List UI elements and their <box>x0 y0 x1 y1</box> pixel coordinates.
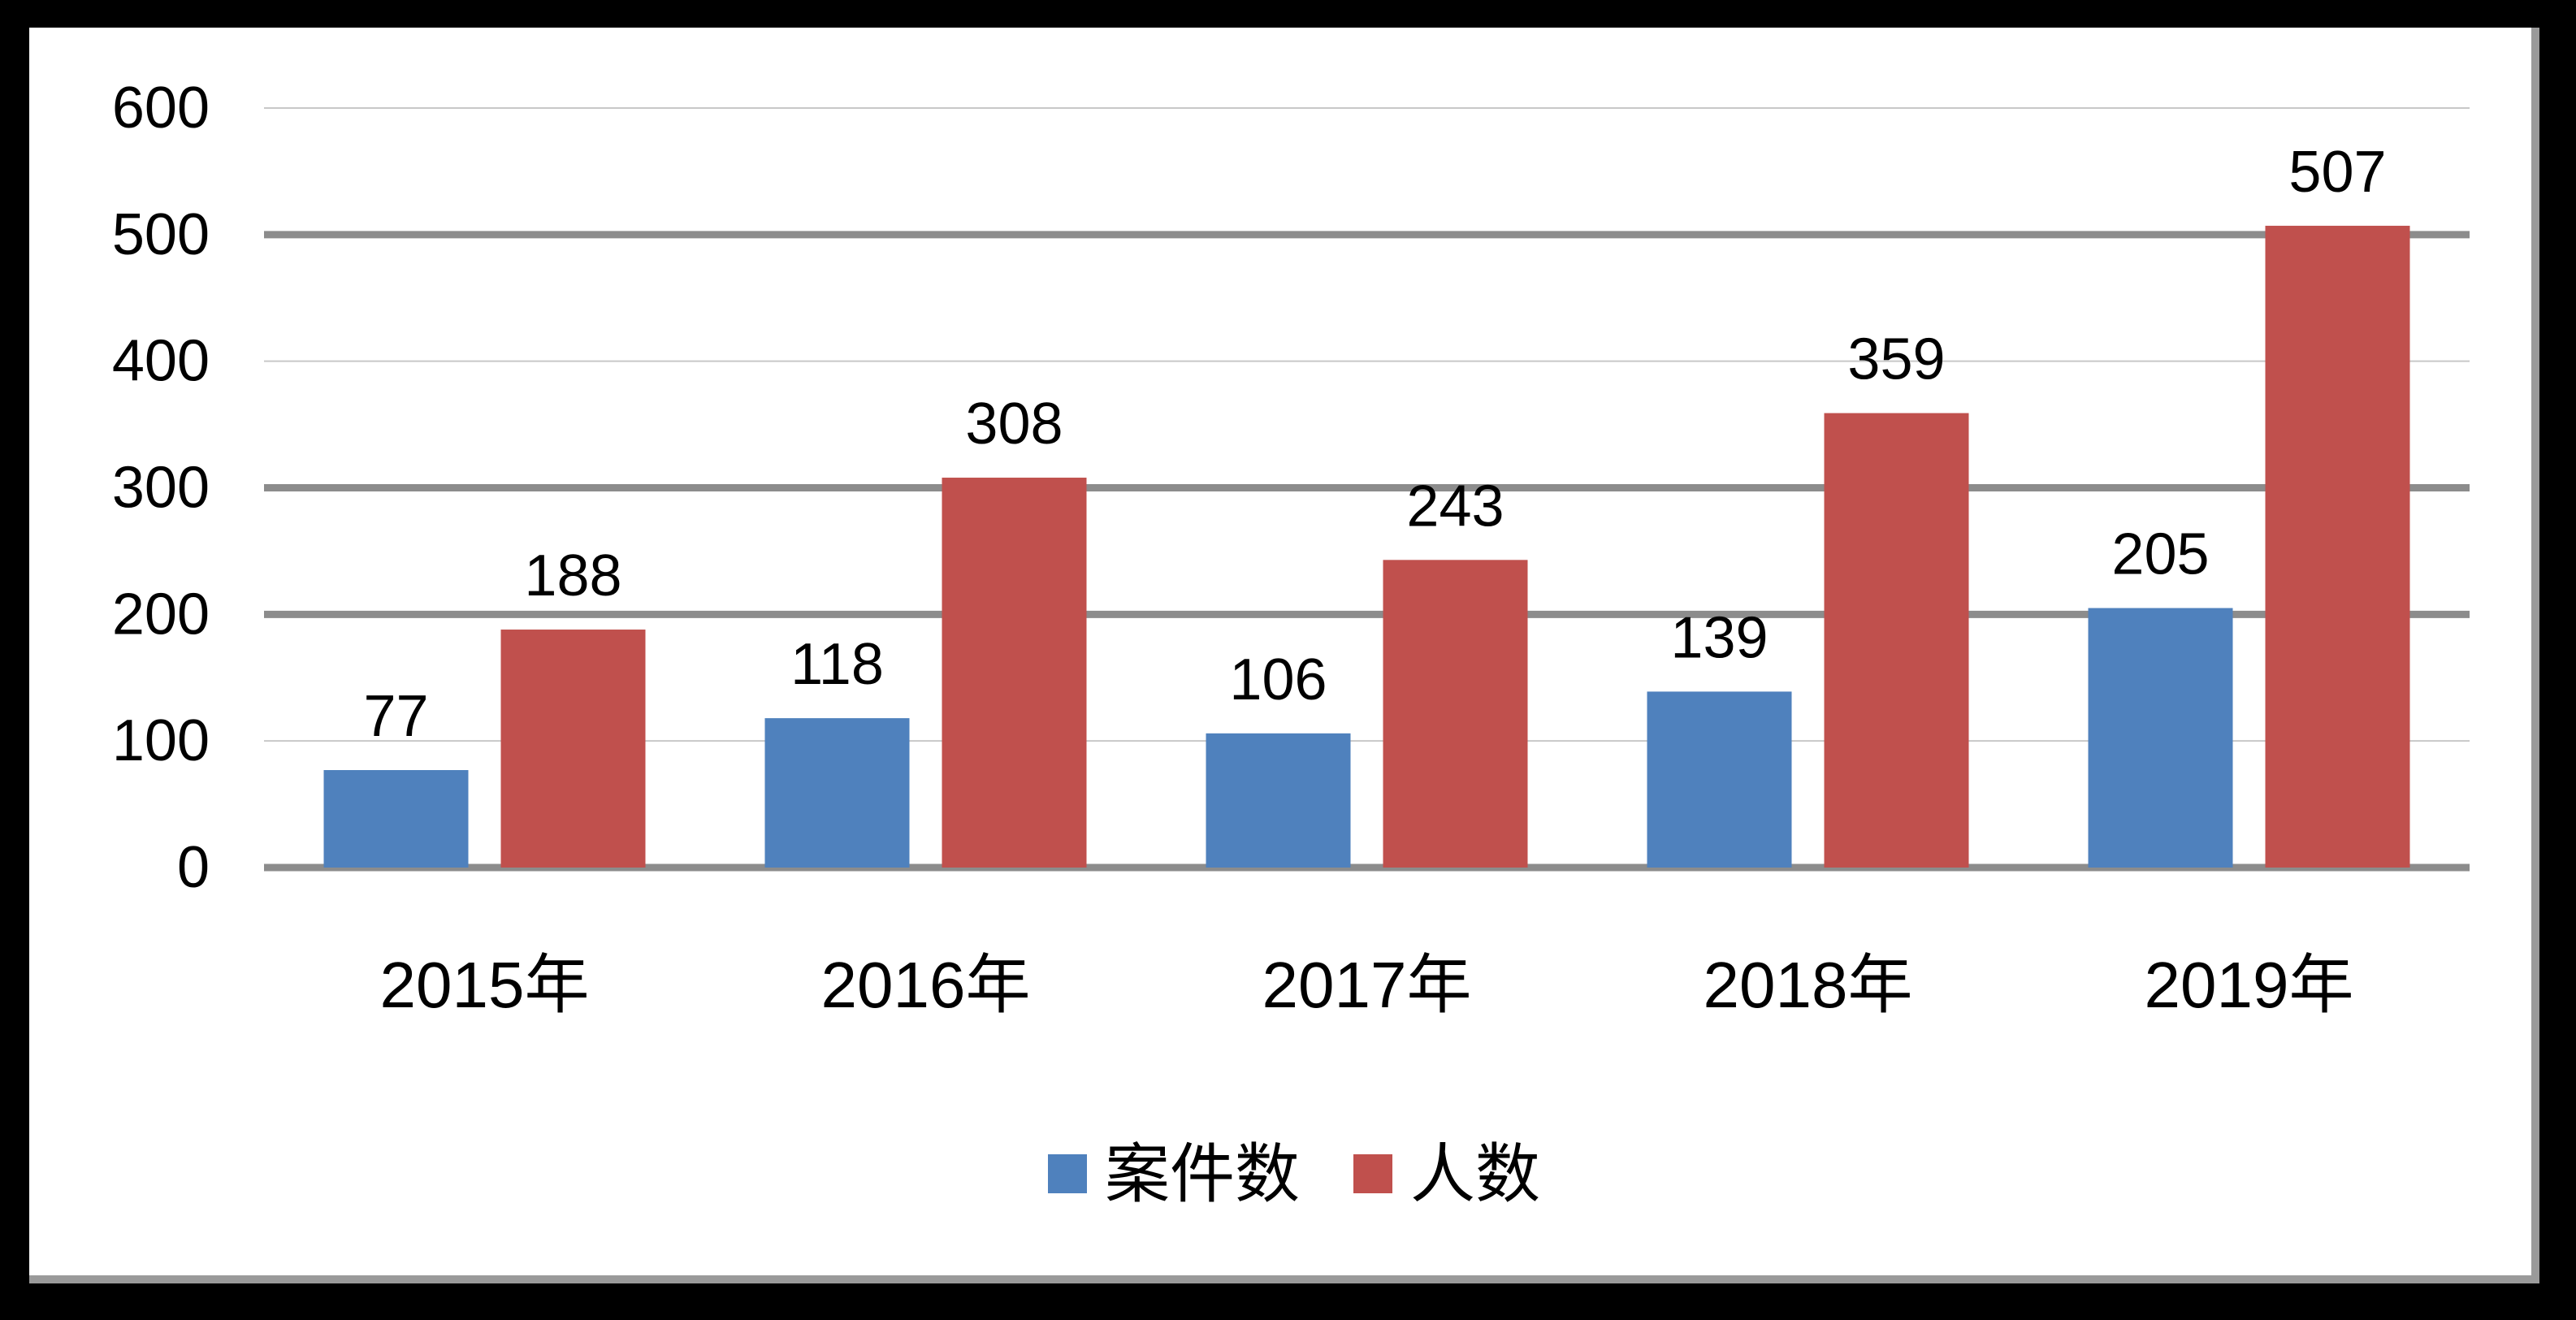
bar-案件数-2019年 <box>2088 608 2233 868</box>
bar-人数-2019年 <box>2265 225 2410 868</box>
data-label-案件数-2015年: 77 <box>363 684 428 749</box>
data-label-案件数-2016年: 118 <box>790 632 884 697</box>
x-tick-label-2018年: 2018年 <box>1704 949 1913 1021</box>
data-label-案件数-2018年: 139 <box>1670 605 1768 670</box>
bar-人数-2017年 <box>1383 560 1528 868</box>
data-label-案件数-2019年: 205 <box>2111 522 2209 587</box>
data-label-人数-2017年: 243 <box>1406 474 1504 539</box>
x-tick-label-2019年: 2019年 <box>2145 949 2354 1021</box>
y-tick-label-200: 200 <box>112 582 210 647</box>
data-labels: 77 188 118 308 106 243 139 359 205 507 <box>363 140 2386 749</box>
data-label-人数-2019年: 507 <box>2288 140 2386 205</box>
bar-案件数-2015年 <box>323 770 469 868</box>
y-tick-label-300: 300 <box>112 456 210 521</box>
y-tick-label-500: 500 <box>112 202 210 267</box>
legend-swatch-人数 <box>1353 1154 1392 1193</box>
x-tick-label-2017年: 2017年 <box>1262 949 1472 1021</box>
legend-label-案件数: 案件数 <box>1105 1138 1300 1210</box>
legend-swatch-案件数 <box>1048 1154 1087 1193</box>
x-tick-label-2016年: 2016年 <box>821 949 1031 1021</box>
data-label-人数-2016年: 308 <box>965 392 1063 457</box>
data-label-人数-2018年: 359 <box>1847 327 1945 392</box>
bars <box>323 225 2410 868</box>
bar-人数-2016年 <box>942 478 1087 868</box>
data-label-人数-2015年: 188 <box>524 543 621 608</box>
legend: 案件数 人数 <box>1048 1138 1540 1210</box>
bar-人数-2015年 <box>500 630 646 868</box>
legend-label-人数: 人数 <box>1410 1138 1540 1210</box>
data-label-案件数-2017年: 106 <box>1229 647 1327 712</box>
y-tick-label-100: 100 <box>112 708 210 773</box>
bar-案件数-2016年 <box>764 718 910 868</box>
x-tick-label-2015年: 2015年 <box>380 949 590 1021</box>
y-tick-label-0: 0 <box>177 835 210 900</box>
bar-案件数-2018年 <box>1647 691 1792 868</box>
y-tick-label-400: 400 <box>112 329 210 394</box>
bar-人数-2018年 <box>1824 413 1969 868</box>
y-tick-label-600: 600 <box>112 76 210 141</box>
x-axis-ticks: 2015年 2016年 2017年 2018年 2019年 <box>380 949 2354 1021</box>
y-axis-ticks: 0 100 200 300 400 500 600 <box>112 76 210 900</box>
bar-案件数-2017年 <box>1206 733 1351 868</box>
